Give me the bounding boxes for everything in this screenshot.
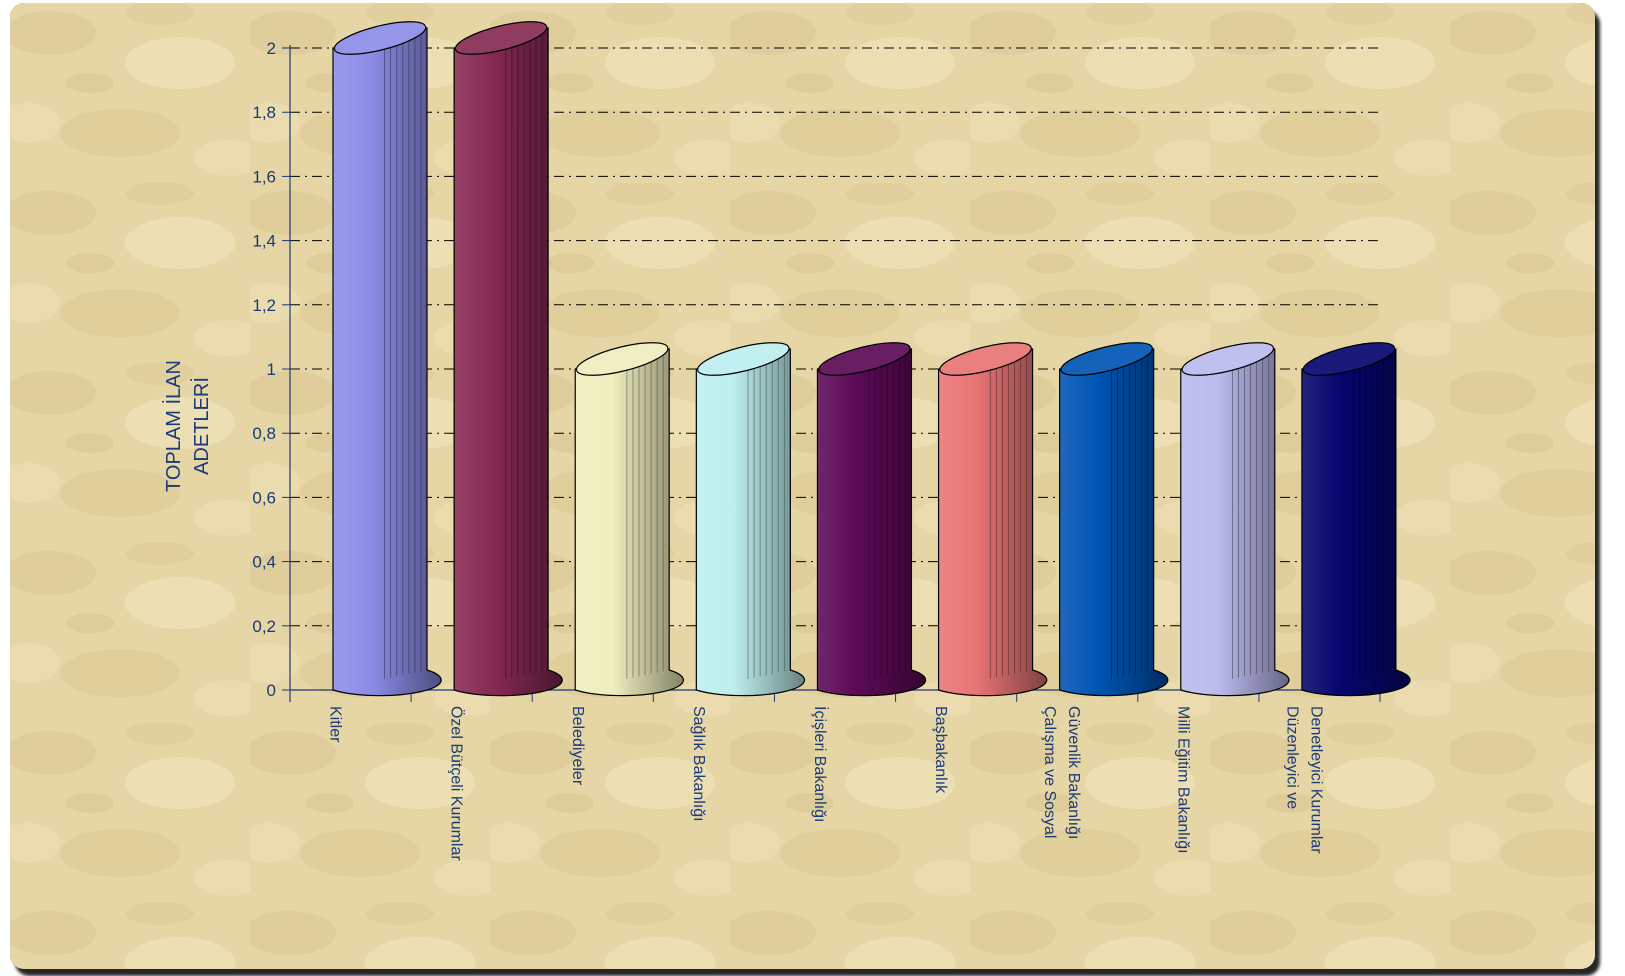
y-tick-label: 1,4 bbox=[252, 232, 276, 251]
bar bbox=[695, 342, 806, 697]
chart-frame: 0 0,2 0,4 0,6 0,8 1 1,2 1,4 1,6 1,8 2 TOPLAM İLAN AD… bbox=[10, 3, 1595, 969]
bar bbox=[1301, 342, 1411, 697]
x-tick-label: Sağlık Bakanlığı bbox=[690, 706, 707, 822]
bar bbox=[816, 342, 927, 697]
bar-top bbox=[1060, 342, 1153, 376]
bar-body bbox=[574, 348, 684, 697]
bar-top bbox=[939, 342, 1032, 376]
y-tick-label: 1 bbox=[267, 360, 276, 379]
bar bbox=[1180, 342, 1290, 697]
bar-body bbox=[1180, 348, 1290, 697]
bar bbox=[937, 342, 1048, 697]
y-tick-label: 1,8 bbox=[252, 103, 276, 122]
bar-top bbox=[454, 21, 548, 55]
y-tick-label: 0 bbox=[267, 681, 276, 700]
bar-top bbox=[1181, 342, 1275, 376]
y-tick-label: 1,2 bbox=[252, 296, 276, 315]
y-tick-label: 0,2 bbox=[252, 617, 276, 636]
bars bbox=[332, 21, 1411, 697]
bar bbox=[332, 21, 442, 697]
y-tick-label: 0,6 bbox=[252, 488, 276, 507]
y-tick-label: 0,4 bbox=[252, 553, 276, 572]
x-tick-label: Güvenlik Bakanlığı bbox=[1065, 706, 1082, 839]
x-tick-label: İçişleri Bakanlığı bbox=[811, 706, 830, 823]
bar-top bbox=[1302, 342, 1396, 376]
y-tick-label: 2 bbox=[267, 39, 276, 58]
bar-top bbox=[333, 21, 427, 55]
x-tick-label: Çalışma ve Sosyal bbox=[1041, 706, 1058, 839]
bar-body bbox=[816, 348, 927, 697]
bar-chart: 0 0,2 0,4 0,6 0,8 1 1,2 1,4 1,6 1,8 2 TOPLAM İLAN AD… bbox=[10, 3, 1595, 969]
bar bbox=[453, 21, 563, 697]
bar-top bbox=[575, 342, 669, 376]
bar-top bbox=[818, 342, 911, 376]
bar-body bbox=[332, 27, 442, 697]
x-tick-label: Düzenleyici ve bbox=[1283, 706, 1300, 809]
bar bbox=[1059, 342, 1169, 697]
x-tick-label: Milli Eğitim Bakanlığı bbox=[1174, 706, 1191, 854]
bar bbox=[574, 342, 684, 697]
bar-body bbox=[937, 348, 1048, 697]
bar-body bbox=[453, 27, 563, 697]
bar-top bbox=[697, 342, 790, 376]
bar-body bbox=[1059, 348, 1169, 697]
labels: 0 0,2 0,4 0,6 0,8 1 1,2 1,4 1,6 1,8 2 TOPLAM İLAN AD… bbox=[162, 39, 1324, 861]
y-axis-title: ADETLERİ bbox=[190, 377, 213, 475]
x-tick-label: Denetleyici Kurumlar bbox=[1307, 706, 1324, 854]
bar-body bbox=[695, 348, 806, 697]
x-tick-label: Başbakanlık bbox=[932, 706, 949, 794]
x-tick-label: Belediyeler bbox=[569, 706, 586, 786]
bar-body bbox=[1301, 348, 1411, 697]
x-tick-label: Özel Bütçeli Kurumlar bbox=[448, 706, 466, 861]
y-tick-label: 1,6 bbox=[252, 167, 276, 186]
x-tick-label: Kitler bbox=[327, 706, 344, 743]
y-axis-title: TOPLAM İLAN bbox=[162, 360, 185, 492]
y-tick-label: 0,8 bbox=[252, 424, 276, 443]
